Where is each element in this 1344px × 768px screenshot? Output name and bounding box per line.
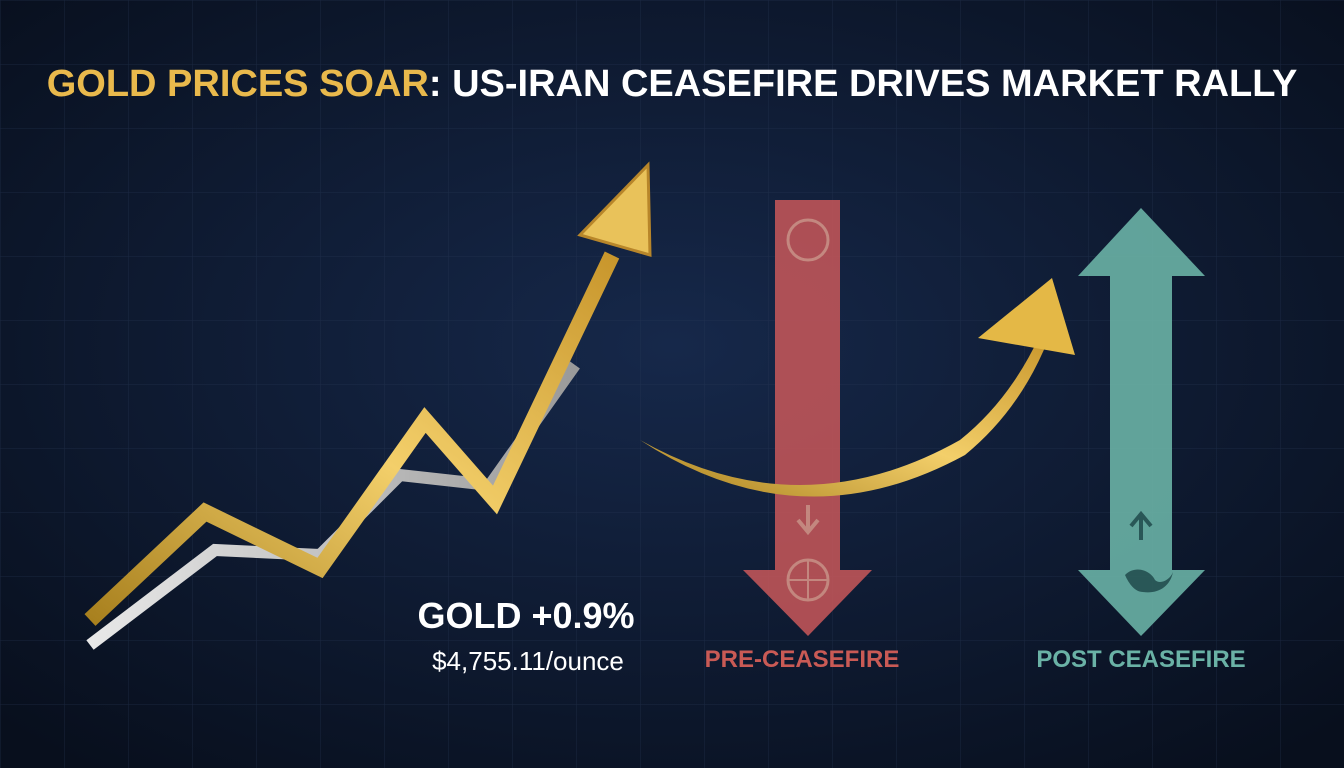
pre-label: PRE-CEASEFIRE [705,646,900,673]
gold-price: $4,755.11/ounce [432,646,624,676]
title-highlight: GOLD PRICES SOAR [47,63,429,105]
title: GOLD PRICES SOAR: US-IRAN CEASEFIRE DRIV… [47,63,1298,105]
gold-line [84,251,620,626]
swoosh-arrowhead [978,278,1075,355]
post-label: POST CEASEFIRE [1036,646,1245,673]
gold-change: GOLD +0.9% [417,595,634,636]
title-rest: : US-IRAN CEASEFIRE DRIVES MARKET RALLY [429,63,1297,105]
gold-arrowhead [577,161,652,258]
gold-swoosh [640,335,1048,497]
post-arrow [1078,208,1205,636]
pre-arrow [743,200,872,636]
